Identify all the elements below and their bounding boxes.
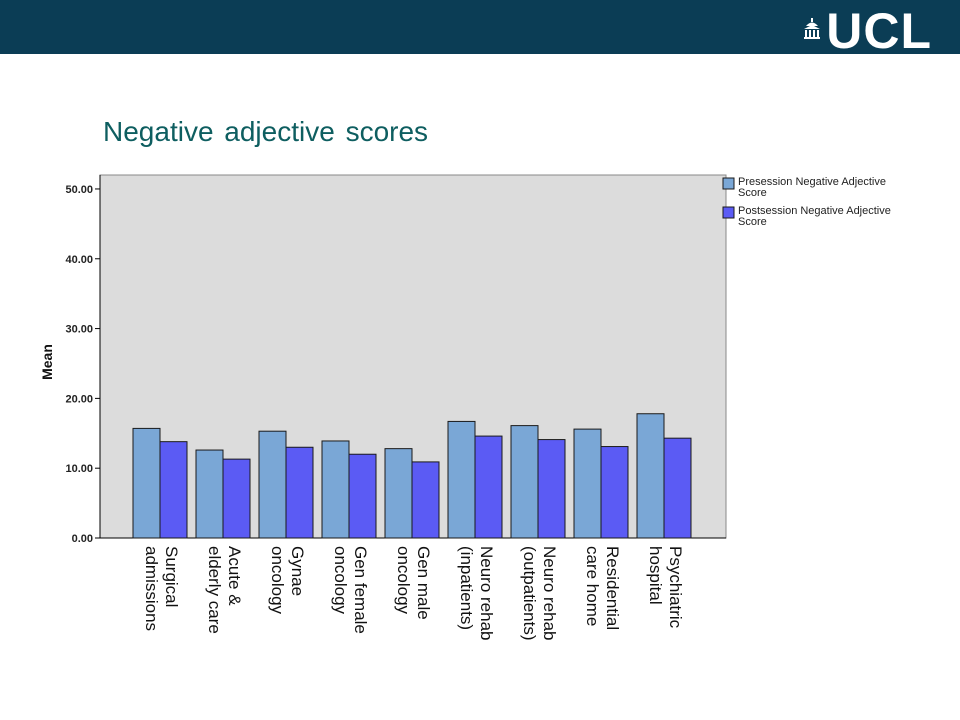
y-tick-label: 10.00 — [65, 463, 93, 475]
y-tick-label: 30.00 — [65, 324, 93, 336]
ucl-portico-icon — [804, 18, 821, 39]
y-axis-label: Mean — [39, 344, 55, 380]
category-label: Gen femaleoncology — [331, 546, 370, 634]
ucl-logo: UCL — [804, 3, 932, 59]
bar-postsession — [474, 435, 503, 539]
y-tick-label: 50.00 — [65, 184, 93, 196]
legend: Presession Negative Adjective Score Postse… — [722, 176, 891, 228]
bar-presession — [258, 430, 287, 539]
bar-presession — [132, 427, 161, 539]
category-label: Residentialcare home — [583, 546, 622, 630]
y-tick-label: 40.00 — [65, 254, 93, 266]
category-label: Acute &elderly care — [205, 546, 244, 634]
legend-swatch — [722, 206, 735, 219]
category-label: Neuro rehab(outpatients) — [520, 546, 559, 641]
bar-postsession — [411, 461, 440, 539]
bar-postsession — [600, 446, 629, 539]
bar-presession — [447, 420, 476, 539]
bar-postsession — [159, 441, 188, 539]
category-label: Gen maleoncology — [394, 546, 433, 620]
category-label: Psychiatrichospital — [646, 546, 685, 629]
category-label: Gynaeoncology — [268, 546, 307, 615]
bar-postsession — [222, 458, 251, 539]
y-tick-label: 20.00 — [65, 393, 93, 405]
bar-presession — [321, 440, 350, 539]
bar-presession — [573, 428, 602, 539]
slide-title: Negative adjective scores — [103, 116, 429, 147]
bar-postsession — [663, 437, 692, 539]
legend-label: Postsession Negative Adjective Score — [738, 205, 891, 228]
bar-postsession — [285, 446, 314, 539]
legend-label: Presession Negative Adjective Score — [738, 176, 886, 199]
category-labels: Surgicaladmissions Acute &elderly care Gyn… — [142, 546, 685, 641]
bars — [132, 413, 692, 539]
bar-postsession — [348, 453, 377, 539]
bar-presession — [384, 448, 413, 539]
bar-presession — [636, 413, 665, 539]
category-label: Surgicaladmissions — [142, 546, 181, 631]
logo-text: UCL — [826, 3, 932, 59]
bar-presession — [195, 449, 224, 539]
y-tick-label: 0.00 — [72, 533, 93, 545]
bar-presession — [510, 425, 539, 539]
header-bar: UCL — [0, 0, 960, 58]
legend-swatch — [722, 177, 735, 190]
category-label: Neuro rehab(inpatients) — [457, 546, 496, 641]
y-ticks: 0.00 10.00 20.00 30.00 40.00 50.00 — [65, 184, 100, 545]
bar-postsession — [537, 439, 566, 539]
